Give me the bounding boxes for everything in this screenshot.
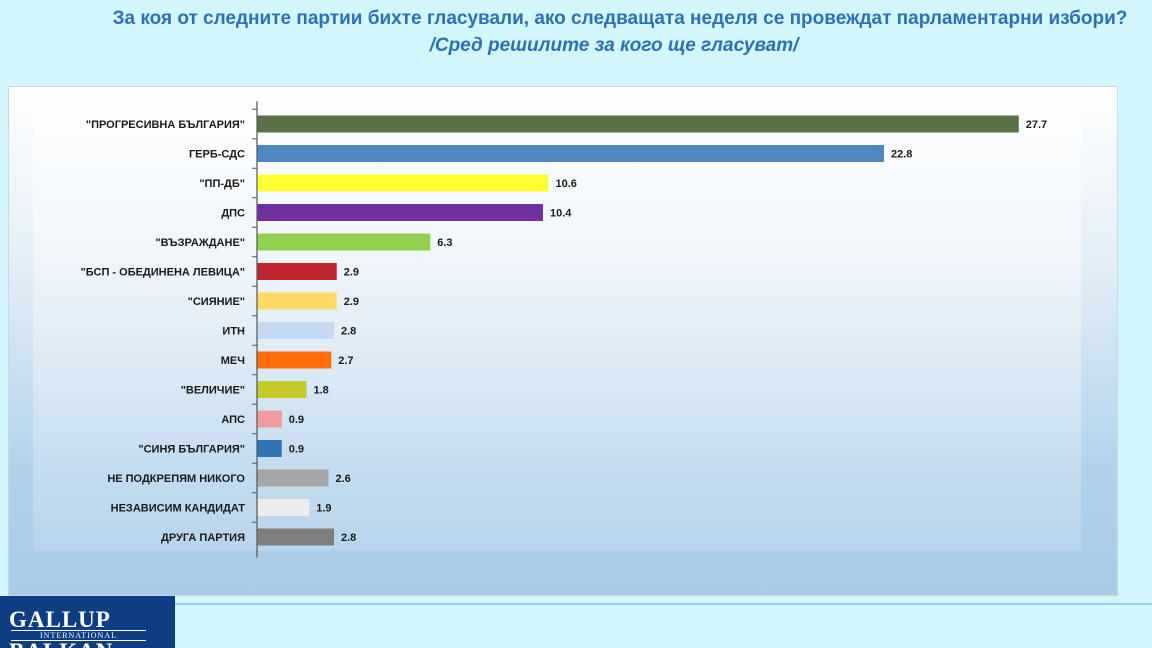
data-label: 2.9	[344, 267, 359, 279]
category-label: ДПС	[221, 208, 245, 220]
data-label: 2.8	[341, 326, 356, 338]
category-label: "ВЕЛИЧИЕ"	[181, 385, 245, 397]
data-label: 2.6	[336, 473, 351, 485]
data-label: 27.7	[1026, 119, 1047, 131]
data-label: 22.8	[891, 149, 912, 161]
category-label: МЕЧ	[221, 355, 245, 367]
plot-area	[33, 99, 1081, 551]
bar	[257, 174, 549, 192]
bar	[257, 499, 310, 516]
data-label: 2.9	[344, 296, 359, 308]
category-label: "БСП - ОБЕДИНЕНА ЛЕВИЦА"	[81, 267, 245, 279]
chart-frame: "ПРОГРЕСИВНА БЪЛГАРИЯ" 27.7 ГЕРБ-СДС 22.8 "П…	[8, 86, 1118, 596]
data-label: 1.9	[316, 503, 331, 515]
bar	[257, 528, 334, 546]
data-label: 10.4	[550, 208, 572, 220]
data-label: 0.9	[289, 414, 304, 426]
data-label: 0.9	[289, 444, 304, 456]
category-label: "ПП-ДБ"	[199, 178, 245, 190]
category-label: ИТН	[222, 326, 245, 338]
category-label: "СИЯНИЕ"	[188, 296, 245, 308]
data-label: 2.7	[338, 355, 353, 367]
category-label: ГЕРБ-СДС	[189, 149, 245, 161]
logo-text-top: GALLUP	[9, 607, 111, 632]
data-label: 1.8	[314, 385, 329, 397]
bar	[257, 469, 329, 487]
data-label: 2.8	[341, 532, 356, 544]
category-label: НЕЗАВИСИМ КАНДИДАТ	[111, 503, 246, 515]
bar	[257, 410, 282, 428]
bar	[257, 322, 334, 339]
category-label: АПС	[221, 414, 245, 426]
bar	[257, 145, 884, 162]
category-label: ДРУГА ПАРТИЯ	[161, 532, 245, 544]
bar	[257, 263, 337, 280]
logo-text-bottom: BALKAN	[9, 640, 113, 648]
category-label: "СИНЯ БЪЛГАРИЯ"	[138, 444, 245, 456]
data-label: 6.3	[437, 237, 452, 249]
bar	[257, 381, 307, 398]
category-label: "ПРОГРЕСИВНА БЪЛГАРИЯ"	[86, 119, 245, 131]
footer-divider	[175, 603, 1152, 605]
bar	[257, 440, 282, 457]
logo-text-middle: INTERNATIONAL	[11, 630, 146, 641]
category-label: "ВЪЗРАЖДАНЕ"	[155, 237, 245, 249]
bar	[257, 233, 431, 251]
gallup-logo: GALLUP INTERNATIONAL BALKAN	[0, 596, 175, 648]
bar	[257, 351, 332, 369]
data-label: 10.6	[556, 178, 577, 190]
bar-chart: "ПРОГРЕСИВНА БЪЛГАРИЯ" 27.7 ГЕРБ-СДС 22.8 "П…	[81, 101, 1047, 558]
bar	[257, 115, 1019, 133]
category-label: НЕ ПОДКРЕПЯМ НИКОГО	[107, 473, 245, 485]
chart-title: За коя от следните партии бихте гласувал…	[112, 8, 1128, 29]
bar	[257, 204, 543, 221]
chart-subtitle: /Сред решилите за кого ще гласуват/	[429, 35, 799, 56]
bar	[257, 292, 337, 310]
